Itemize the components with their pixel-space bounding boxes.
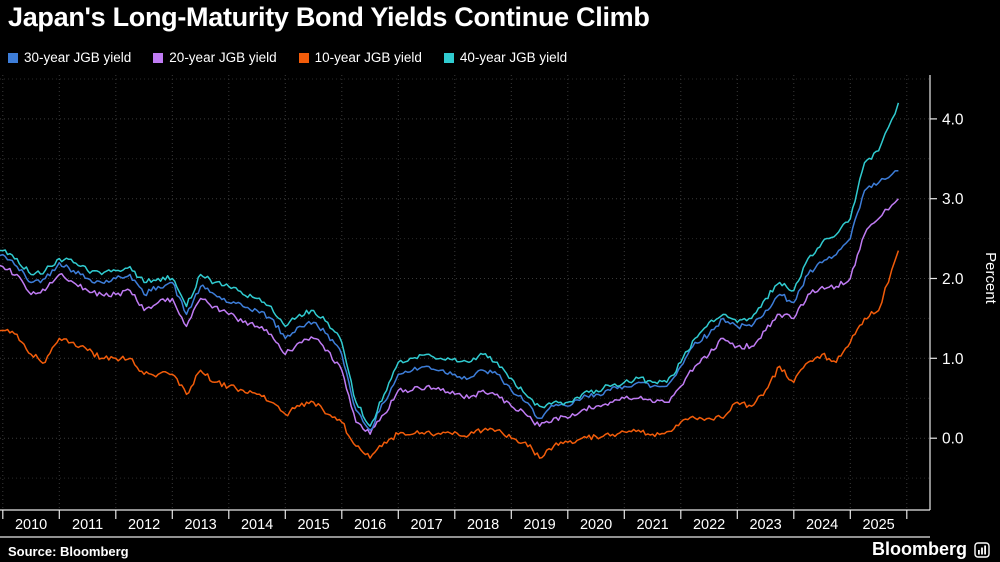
gridlines [0,75,930,510]
y-axis-tick-label: 0.0 [942,431,964,448]
x-axis-tick-label: 2014 [241,517,273,533]
legend-item-30-year: 30-year JGB yield [8,50,131,65]
legend-label-30-year: 30-year JGB yield [24,50,132,65]
bloomberg-mark-icon [974,541,990,558]
bloomberg-logo: Bloomberg [872,539,990,560]
bloomberg-wordmark: Bloomberg [871,539,967,559]
y-axis-tick-label: 1.0 [942,351,964,368]
x-axis-tick-label: 2012 [128,517,160,533]
y-axis-tick-label: 3.0 [942,191,964,208]
x-axis-tick-label: 2020 [580,517,612,533]
series-line-40-year [0,102,900,427]
x-axis-tick-label: 2023 [749,517,781,533]
x-axis: 2010 2011 2012 2013 2014 2015 2016 2017 2018 2019… [0,509,930,538]
x-axis-tick-label: 2011 [72,517,103,533]
y-axis: 0.0 1.0 2.0 3.0 4.0 Percent [929,75,999,510]
x-axis-tick-label: 2019 [523,517,555,533]
legend-swatch-40-year [443,52,454,63]
legend-item-10-year: 10-year JGB yield [298,50,422,65]
y-axis-tick-label: 2.0 [942,271,964,288]
legend-item-40-year: 40-year JGB yield [443,50,568,65]
legend: 30-year JGB yield 20-year JGB yield 10-y… [8,50,567,65]
series-line-20-year [0,198,899,435]
legend-swatch-10-year [298,52,309,63]
x-axis-tick-label: 2018 [467,517,499,533]
legend-label-20-year: 20-year JGB yield [169,50,277,65]
legend-label-40-year: 40-year JGB yield [459,50,568,65]
x-axis-tick-label: 2021 [636,517,668,533]
series-line-30-year [0,170,899,431]
x-axis-tick-label: 2013 [184,517,216,533]
source-credit: Source: Bloomberg [8,544,129,559]
x-axis-tick-label: 2025 [862,517,894,533]
legend-swatch-30-year [8,52,18,63]
legend-swatch-20-year [153,52,164,63]
y-axis-tick-label: 4.0 [942,111,964,128]
series-line-10-year [0,250,900,459]
x-axis-tick-label: 2016 [354,517,386,533]
series-lines [0,102,900,459]
x-axis-tick-label: 2017 [410,517,442,533]
legend-item-20-year: 20-year JGB yield [153,50,277,65]
x-axis-tick-label: 2010 [15,517,47,533]
x-axis-tick-label: 2022 [693,517,725,533]
chart-title: Japan's Long-Maturity Bond Yields Contin… [8,2,650,32]
y-axis-title: Percent [982,252,999,305]
x-axis-tick-label: 2015 [297,517,329,533]
x-axis-tick-label: 2024 [806,517,838,533]
legend-label-10-year: 10-year JGB yield [314,50,422,65]
